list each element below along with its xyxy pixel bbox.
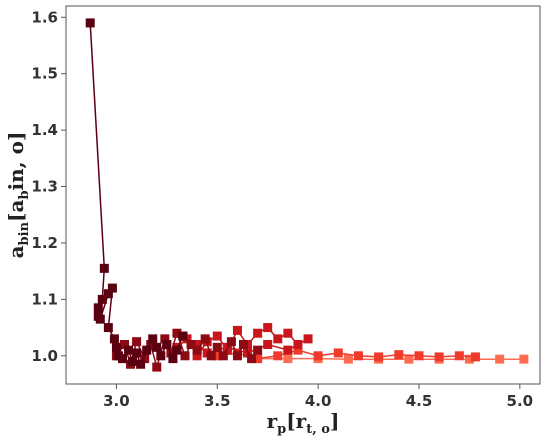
data-point — [148, 334, 158, 344]
data-point — [192, 345, 202, 355]
series-line — [257, 357, 524, 360]
data-point — [142, 345, 152, 355]
data-point — [303, 334, 313, 344]
y-axis: 1.0 1.1 1.2 1.3 1.4 1.5 1.6 — [31, 8, 66, 365]
data-point — [192, 351, 202, 361]
y-tick-label: 1.2 — [31, 234, 58, 252]
data-point — [283, 345, 293, 355]
data-point — [414, 351, 424, 361]
data-point — [343, 354, 353, 364]
data-point — [293, 340, 303, 350]
data-point — [152, 342, 162, 352]
data-point — [172, 328, 182, 338]
data-point — [464, 354, 474, 364]
data-point — [140, 354, 150, 364]
data-point — [293, 345, 303, 355]
data-point — [168, 354, 178, 364]
data-point — [212, 351, 222, 361]
data-point — [178, 331, 188, 341]
data-point — [212, 342, 222, 352]
x-tick-label: 5.0 — [507, 392, 534, 410]
data-point — [253, 354, 263, 364]
x-axis-label: rp[rt, o] — [267, 409, 340, 437]
data-point — [470, 352, 480, 362]
y-tick-label: 1.0 — [31, 347, 58, 365]
data-point — [119, 340, 129, 350]
x-tick-label: 3.5 — [204, 392, 231, 410]
data-point — [273, 334, 283, 344]
data-point — [218, 351, 228, 361]
data-point — [519, 354, 529, 364]
data-point — [313, 351, 323, 361]
data-point — [124, 345, 134, 355]
y-tick-label: 1.5 — [31, 65, 58, 83]
data-point — [200, 334, 210, 344]
data-point — [162, 340, 172, 350]
data-point — [128, 356, 138, 366]
data-point — [160, 334, 170, 344]
data-point — [111, 342, 121, 352]
y-tick-label: 1.1 — [31, 290, 58, 308]
data-point — [434, 352, 444, 362]
x-axis: 3.0 3.5 4.0 4.5 5.0 — [103, 384, 533, 410]
data-point — [99, 263, 109, 273]
x-tick-label: 4.0 — [305, 392, 332, 410]
x-tick-label: 3.0 — [103, 392, 130, 410]
data-point — [103, 323, 113, 333]
data-point — [103, 289, 113, 299]
data-point — [95, 314, 105, 324]
data-point — [109, 334, 119, 344]
plot-area — [65, 5, 541, 385]
data-point — [206, 351, 216, 361]
x-tick-label: 4.5 — [406, 392, 433, 410]
data-point — [85, 18, 95, 28]
data-point — [192, 340, 202, 350]
data-point — [232, 325, 242, 335]
data-point — [454, 351, 464, 361]
data-point — [93, 303, 103, 313]
data-point — [495, 354, 505, 364]
data-point — [186, 340, 196, 350]
y-tick-label: 1.6 — [31, 8, 58, 26]
data-point — [136, 359, 146, 369]
data-point — [117, 354, 127, 364]
data-point — [263, 340, 273, 350]
data-point — [253, 345, 263, 355]
data-point — [353, 351, 363, 361]
data-point — [404, 354, 414, 364]
data-point — [146, 340, 156, 350]
data-point — [232, 351, 242, 361]
data-point — [374, 352, 384, 362]
data-point — [333, 348, 343, 358]
data-point — [180, 351, 190, 361]
y-axis-label: abin[abin, o] — [4, 132, 32, 259]
data-point — [238, 340, 248, 350]
data-point — [226, 337, 236, 347]
data-point — [247, 354, 257, 364]
series-3 — [212, 345, 480, 364]
data-point — [273, 351, 283, 361]
data-point — [172, 345, 182, 355]
data-point — [394, 350, 404, 360]
data-point — [253, 328, 263, 338]
data-point — [263, 323, 273, 333]
data-point — [152, 362, 162, 372]
series-0 — [85, 18, 188, 369]
data-point — [156, 351, 166, 361]
data-point — [132, 337, 142, 347]
data-point — [283, 354, 293, 364]
data-point — [97, 294, 107, 304]
data-point — [212, 331, 222, 341]
data-point — [132, 348, 142, 358]
data-point — [283, 328, 293, 338]
data-marks — [85, 18, 529, 372]
y-tick-label: 1.3 — [31, 178, 58, 196]
data-point — [107, 283, 117, 293]
y-tick-label: 1.4 — [31, 121, 58, 139]
